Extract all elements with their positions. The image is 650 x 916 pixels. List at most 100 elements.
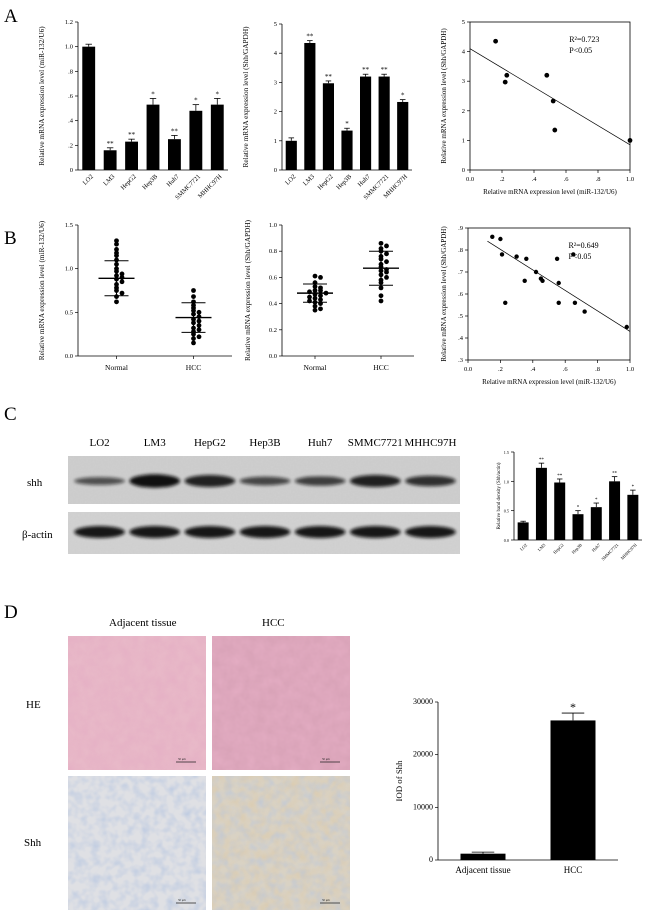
data-point (378, 240, 384, 246)
y-tick-label: 0.8 (269, 248, 277, 255)
x-category-label: LO2 (519, 542, 528, 551)
y-tick-label: 1.5 (504, 450, 509, 455)
x-tick-label: .8 (595, 366, 600, 373)
y-tick-label: .8 (458, 247, 463, 254)
micrographs: 50 μm 50 μm 50 μm 50 μm Adjacent tissue … (24, 617, 350, 910)
scale-bar-label: 50 μm (322, 898, 330, 902)
data-point (196, 309, 202, 315)
y-axis-label: Relative mRNA expression level (Shh/GAPD… (440, 226, 448, 362)
bar (627, 494, 639, 540)
row-label-he: HE (26, 699, 41, 711)
bar (550, 720, 596, 860)
data-point (114, 238, 119, 244)
data-point (540, 278, 545, 283)
annotation-r2: R²=0.649 (568, 241, 598, 250)
data-point (522, 278, 527, 283)
column-label-adjacent: Adjacent tissue (109, 617, 177, 629)
blot-band-actin (184, 526, 236, 538)
bar (304, 42, 316, 171)
panel-label-a: A (4, 6, 18, 27)
annotation-p: P<0.05 (569, 46, 592, 55)
y-tick-label: 3 (462, 78, 465, 85)
blot-band-actin (405, 526, 456, 538)
data-point (191, 294, 196, 300)
y-tick-label: 0.6 (269, 274, 278, 281)
blot-row-label-shh: shh (27, 477, 43, 489)
significance-mark: * (577, 506, 580, 511)
y-tick-label: .2 (68, 142, 73, 149)
y-axis-label: IOD of Shh (394, 760, 404, 802)
x-tick-label: .8 (596, 176, 601, 183)
y-axis-label: Relative band density (Shh/actin) (497, 462, 502, 529)
data-point (312, 303, 318, 309)
data-point (114, 241, 119, 247)
data-point (191, 288, 196, 293)
data-point (191, 331, 196, 337)
significance-mark: * (151, 90, 155, 98)
y-tick-label: 2 (274, 109, 277, 116)
significance-mark: * (632, 485, 635, 490)
data-point (384, 259, 389, 265)
data-point (318, 275, 323, 280)
significance-mark: ** (612, 472, 618, 477)
chart-A1-bars: LO2**LM3**HepG2*Hep3B**Huh7*SMMC7721*MHH… (78, 43, 228, 201)
y-tick-label: 0.4 (269, 301, 278, 308)
blot-lane-label: HepG2 (194, 437, 226, 449)
plot-frame (469, 21, 631, 171)
data-point (550, 98, 556, 104)
data-point (503, 300, 508, 305)
x-tick-label: .2 (498, 366, 503, 373)
blot-band-shh (184, 475, 236, 487)
data-point (119, 275, 125, 280)
y-tick-label: 4 (274, 50, 278, 57)
x-tick-label: .2 (500, 176, 505, 183)
chart-B1-dots: Normal HCC (78, 238, 232, 372)
x-category-label: Hep3B (141, 173, 159, 191)
data-point (196, 334, 202, 340)
chart-A2-y-axis: 0 1 2 3 4 5 Relative mRNA expression level (Sh… (241, 21, 283, 174)
data-point (498, 236, 503, 242)
data-point (312, 273, 318, 279)
data-point (378, 293, 384, 299)
data-point (490, 234, 495, 239)
y-tick-label: 10000 (413, 802, 433, 811)
chart-A3-scatter: 0 1 2 3 4 5 0.0 .2 .4 .6 .8 1.0 R²=0.723 P<0.05 Relati… (440, 19, 634, 196)
bar (322, 83, 334, 170)
blot-lane-label: MHHC97H (404, 437, 456, 449)
x-category-label: Huh7 (591, 542, 602, 553)
significance-mark: ** (362, 66, 370, 74)
data-point (312, 307, 318, 313)
x-tick-label: 0.0 (466, 176, 474, 183)
y-axis-label: Relative mRNA expression level (Shh/GAPD… (241, 26, 250, 168)
data-point (384, 243, 389, 249)
y-tick-label: .4 (68, 118, 74, 125)
y-tick-label: 1.2 (65, 19, 73, 26)
y-tick-label: 0.0 (65, 353, 73, 360)
blot-band-actin (349, 526, 401, 538)
data-point (524, 256, 529, 261)
chart-D-y-axis: 0 10000 20000 30000 IOD of Shh (394, 697, 439, 864)
chart-B2-dots: Normal HCC (282, 240, 414, 372)
y-tick-label: .9 (458, 225, 463, 232)
regression-line (487, 240, 631, 332)
x-tick-label: 1.0 (626, 366, 634, 373)
column-label-hcc: HCC (262, 617, 285, 629)
x-category-label: LM3 (302, 173, 316, 187)
significance-mark: * (570, 700, 576, 714)
y-tick-label: .4 (458, 335, 464, 342)
blot-band-shh (405, 475, 456, 487)
x-category-label: SMMC7721 (600, 542, 619, 561)
blot-lane-label: Huh7 (308, 437, 333, 449)
bar (590, 507, 602, 540)
y-tick-label: 0 (274, 167, 277, 174)
x-category-label: Hep3B (571, 542, 583, 554)
blot-lane-label: SMMC7721 (348, 437, 403, 449)
data-point (533, 269, 539, 275)
data-point (544, 72, 550, 78)
blot-band-actin (239, 526, 291, 538)
y-tick-label: 3 (274, 79, 277, 86)
x-category-label: Normal (304, 363, 327, 372)
chart-B2-y-axis: 0.0 0.2 0.4 0.6 0.8 1.0 Relative mRNA expressi… (243, 219, 283, 361)
micrograph-he-adjacent-texture (68, 636, 206, 770)
